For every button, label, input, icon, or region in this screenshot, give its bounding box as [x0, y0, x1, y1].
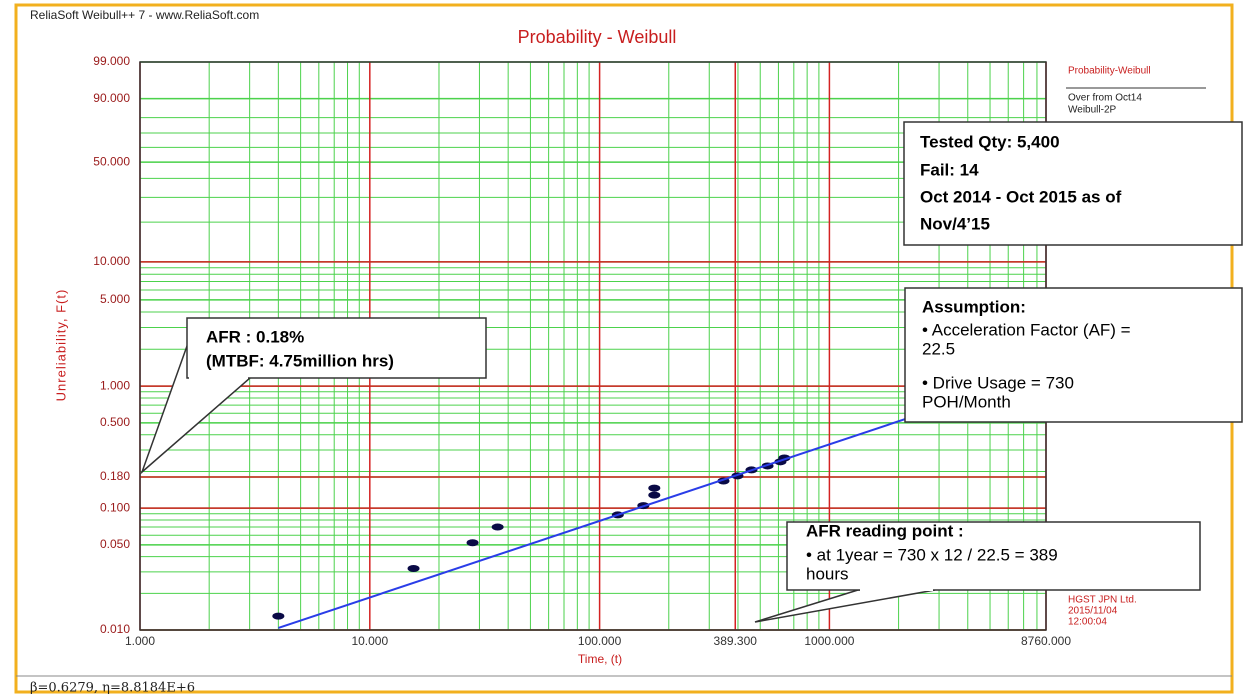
x-tick-label: 8760.000	[1021, 634, 1071, 648]
annotation-text: • Drive Usage = 730	[922, 373, 1074, 392]
data-point	[272, 612, 285, 620]
y-axis-label: Unreliability, F(t)	[53, 289, 68, 402]
x-tick-label: 10.000	[351, 634, 388, 648]
y-tick-label: 10.000	[93, 254, 130, 268]
annotation-text: AFR reading point :	[806, 521, 964, 540]
x-tick-label: 1.000	[125, 634, 155, 648]
x-axis-label: Time, (t)	[578, 652, 622, 666]
annotation-text: POH/Month	[922, 392, 1011, 411]
annotation-text: • at 1year = 730 x 12 / 22.5 = 389	[806, 545, 1058, 564]
annotation-text: Fail: 14	[920, 160, 979, 179]
side-title: Probability-Weibull	[1068, 66, 1151, 77]
footer: β=0.6279, η=8.8184E+6	[30, 681, 195, 696]
annotation-text: 22.5	[922, 339, 955, 358]
stamp: 2015/11/04	[1068, 606, 1118, 617]
y-tick-label: 90.000	[93, 91, 130, 105]
callout: AFR reading point : • at 1year = 730 x 1…	[754, 521, 1201, 623]
annotation-text: AFR : 0.18%	[206, 327, 304, 346]
y-tick-label: 5.000	[100, 292, 130, 306]
x-tick-label: 100.000	[578, 634, 622, 648]
chart-title: Probability - Weibull	[518, 27, 677, 47]
stamp: 12:00:04	[1068, 617, 1107, 628]
data-point	[491, 523, 504, 531]
x-tick-label: 1000.000	[804, 634, 854, 648]
y-tick-label: 99.000	[93, 54, 130, 68]
annotation: Tested Qty: 5,400 Fail: 14 Oct 2014 - Oc…	[903, 121, 1243, 246]
data-point	[648, 484, 661, 492]
y-tick-label: 0.180	[100, 469, 130, 483]
app-title: ReliaSoft Weibull++ 7 - www.ReliaSoft.co…	[30, 8, 259, 22]
annotation-text: Nov/4’15	[920, 214, 990, 233]
annotation-text: (MTBF: 4.75million hrs)	[206, 351, 394, 370]
y-tick-label: 1.000	[100, 378, 130, 392]
data-point	[648, 491, 661, 499]
annotation-text: Tested Qty: 5,400	[920, 132, 1060, 151]
stamp: HGST JPN Ltd.	[1068, 595, 1137, 606]
annotation-text: Oct 2014 - Oct 2015 as of	[920, 187, 1122, 206]
y-tick-label: 0.500	[100, 415, 130, 429]
annotation-text: • Acceleration Factor (AF) =	[922, 320, 1131, 339]
annotation: Assumption: • Acceleration Factor (AF) =…	[904, 287, 1243, 423]
y-tick-label: 50.000	[93, 154, 130, 168]
side-line: Over from Oct14	[1068, 93, 1142, 104]
annotation-text: hours	[806, 564, 849, 583]
y-tick-label: 0.010	[100, 622, 130, 636]
data-point	[466, 539, 479, 547]
data-point	[407, 564, 420, 572]
y-tick-label: 0.100	[100, 500, 130, 514]
annotation-text: Assumption:	[922, 297, 1026, 316]
side-line: Weibull-2P	[1068, 105, 1116, 116]
y-tick-label: 0.050	[100, 537, 130, 551]
callout: AFR : 0.18% (MTBF: 4.75million hrs)	[140, 317, 487, 475]
x-tick-label: 389.300	[714, 634, 758, 648]
